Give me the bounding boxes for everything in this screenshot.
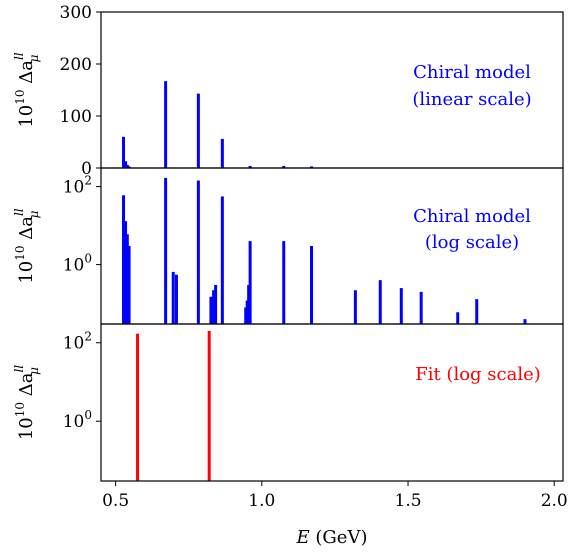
bar-2-1	[122, 195, 126, 324]
bar-1-10	[310, 166, 314, 168]
bar-1-2	[124, 161, 128, 168]
y-tick-label: 300	[60, 3, 92, 23]
bar-2-6	[171, 271, 175, 324]
x-tick-label: 2.0	[541, 491, 568, 511]
y-tick-label: 102	[63, 174, 92, 198]
panel-annotation: (linear scale)	[412, 89, 531, 110]
bar-1-9	[282, 165, 286, 168]
y-tick-label: 102	[63, 330, 92, 354]
y-tick-label: 0	[81, 159, 92, 179]
bar-1-4	[127, 166, 131, 168]
panel-frame	[100, 323, 564, 482]
bar-2-3	[125, 234, 129, 324]
bar-2-21	[399, 288, 403, 324]
bar-3-1	[136, 333, 140, 481]
bar-2-4	[127, 246, 131, 324]
bar-2-9	[209, 296, 213, 324]
bar-2-16	[248, 241, 252, 324]
x-axis-label: E (GeV)	[296, 527, 368, 548]
bar-2-24	[475, 299, 479, 324]
bar-2-23	[456, 312, 460, 324]
y-tick-label: 100	[63, 408, 92, 432]
bar-2-12	[220, 196, 224, 324]
y-tick-label: 100	[63, 252, 92, 276]
bar-2-2	[124, 221, 128, 324]
panel-3: 100 102 1010 Δallμ Fit (log scale)	[12, 323, 564, 482]
bar-2-25	[523, 319, 527, 324]
y-axis-label: 1010 Δallμ	[12, 365, 41, 440]
y-tick-label: 200	[60, 55, 92, 75]
bar-1-3	[125, 164, 129, 168]
bar-1-1	[122, 136, 126, 168]
y-axis-label: 1010 Δallμ	[12, 52, 41, 127]
bar-2-8	[196, 180, 200, 324]
panel-1: 0 100 200 300 1010 Δallμ Chiral model (linear …	[12, 3, 564, 179]
panel-annotation: Fit (log scale)	[415, 364, 541, 385]
bar-2-22	[419, 291, 423, 324]
bar-2-11	[214, 285, 218, 324]
panel-annotation: (log scale)	[425, 232, 519, 253]
bar-2-20	[378, 280, 382, 324]
bar-2-18	[310, 246, 314, 324]
bar-3-2	[207, 330, 211, 481]
bar-2-17	[282, 241, 286, 324]
x-tick-label: 1.5	[395, 491, 422, 511]
bar-2-10	[212, 290, 216, 324]
bar-1-7	[220, 138, 224, 168]
x-tick-label: 1.0	[248, 491, 275, 511]
bar-2-7	[174, 274, 178, 324]
bar-1-8	[248, 165, 252, 168]
bar-2-19	[353, 290, 357, 324]
bar-2-5	[164, 177, 168, 324]
bar-1-6	[196, 93, 200, 168]
panel-2: 100 102 1010 Δallμ Chiral model (log scale)	[12, 167, 564, 325]
y-tick-label: 100	[60, 107, 92, 127]
panel-annotation: Chiral model	[413, 206, 531, 227]
panel-annotation: Chiral model	[413, 62, 531, 83]
y-axis-label: 1010 Δallμ	[12, 208, 41, 283]
x-tick-label: 0.5	[102, 491, 129, 511]
bar-1-5	[164, 81, 168, 168]
